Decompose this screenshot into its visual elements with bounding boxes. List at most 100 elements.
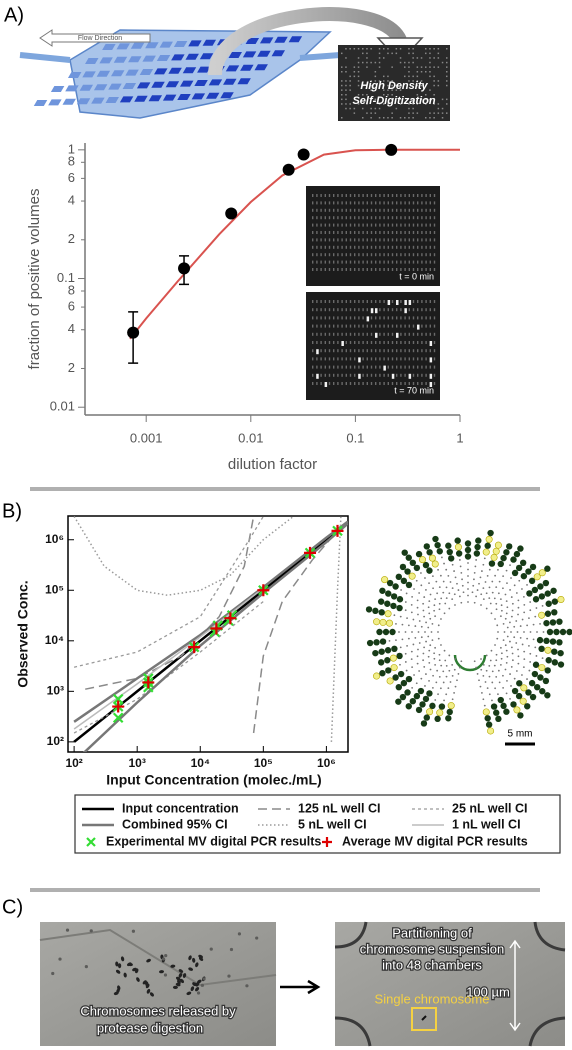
array-dot [392, 583, 399, 590]
inset-dot [433, 208, 436, 212]
density-dot [412, 52, 414, 55]
inset-dot [412, 357, 415, 361]
array-dot [515, 692, 523, 700]
inset-dot [362, 300, 364, 303]
inset-dot [379, 300, 381, 303]
array-dot [435, 681, 438, 684]
inset-dot [320, 223, 322, 227]
inset-dot [375, 245, 377, 249]
array-dot [504, 668, 507, 671]
inset-dot [379, 365, 381, 369]
density-dot [408, 52, 410, 55]
array-dot [528, 679, 536, 687]
inset-dot [328, 300, 331, 303]
inset-dot [316, 260, 318, 264]
array-dot [499, 598, 502, 601]
array-dot [423, 666, 426, 668]
density-dot [345, 103, 347, 105]
density-dot [345, 94, 347, 96]
array-dot [513, 706, 521, 714]
inset-dot [328, 349, 331, 353]
inset-dot [324, 308, 326, 312]
array-dot [482, 587, 485, 590]
array-dot [447, 574, 450, 577]
array-dot [550, 587, 557, 594]
density-dot [341, 52, 343, 55]
array-dot [509, 621, 511, 624]
inset-dot [362, 216, 364, 220]
density-dot [416, 98, 419, 101]
highlight-box [411, 1007, 437, 1031]
inset-dot [408, 324, 410, 328]
density-dot [341, 94, 343, 96]
particle [227, 974, 231, 978]
array-dot [443, 649, 446, 652]
array-dot [395, 639, 397, 642]
inset-dot [396, 201, 398, 205]
inset-dot [370, 208, 373, 212]
caption: Chromosomes released by [80, 1003, 236, 1018]
density-dot [395, 107, 398, 110]
inset-dot [320, 341, 322, 344]
array-dot [510, 556, 517, 563]
inset-dot [408, 260, 410, 264]
well [76, 98, 91, 105]
inset-dot [354, 245, 356, 249]
array-dot [405, 592, 408, 595]
array-dot [427, 626, 430, 629]
inset-dot [337, 208, 339, 212]
array-dot [467, 588, 469, 590]
density-dot [362, 52, 364, 55]
inset-dot [370, 231, 373, 234]
array-dot [432, 587, 434, 590]
array-dot [488, 675, 491, 678]
well [271, 50, 286, 57]
density-dot [429, 89, 431, 91]
inset-dot [328, 245, 331, 249]
x-tick-label: 10⁵ [254, 756, 273, 770]
array-dot [396, 604, 403, 612]
inset-dot [408, 373, 412, 379]
array-dot [429, 702, 436, 710]
inset-dot [370, 216, 373, 220]
x-tick-label: 1 [456, 430, 463, 445]
array-dot [420, 677, 423, 680]
inset-dot [421, 316, 423, 320]
density-dot [425, 103, 427, 105]
density-dots [341, 48, 448, 119]
array-dot [509, 589, 511, 591]
inset-dot [358, 300, 360, 303]
density-dot [408, 71, 410, 73]
inset-dot [421, 382, 423, 385]
inset-dot [400, 194, 402, 197]
inset-dot [417, 208, 419, 212]
array-dot [482, 598, 485, 601]
array-dot [429, 617, 432, 620]
inset-dot [362, 223, 364, 227]
array-dot [411, 686, 414, 689]
inset-dot [354, 308, 356, 312]
inset-dot [358, 216, 360, 220]
inset-dot [312, 357, 314, 361]
density-dot [387, 52, 389, 55]
array-dot [497, 631, 499, 633]
array-dot [427, 606, 430, 609]
density-dot [374, 112, 377, 114]
well [180, 80, 194, 87]
inset-dot [370, 268, 373, 271]
inset-dot [404, 208, 406, 212]
density-dot [357, 75, 360, 78]
inset-dot [362, 260, 364, 264]
inset-dot [396, 268, 398, 271]
inset-dot [375, 260, 377, 264]
inset-dot [417, 201, 419, 205]
inset-dot [354, 194, 356, 197]
array-dot [438, 602, 441, 605]
array-dot [451, 698, 454, 701]
density-dot [437, 66, 440, 68]
chromosome [192, 982, 198, 986]
array-dot [461, 584, 464, 587]
array-dot [510, 596, 513, 598]
array-dot [434, 541, 441, 549]
array-dot [459, 565, 462, 568]
